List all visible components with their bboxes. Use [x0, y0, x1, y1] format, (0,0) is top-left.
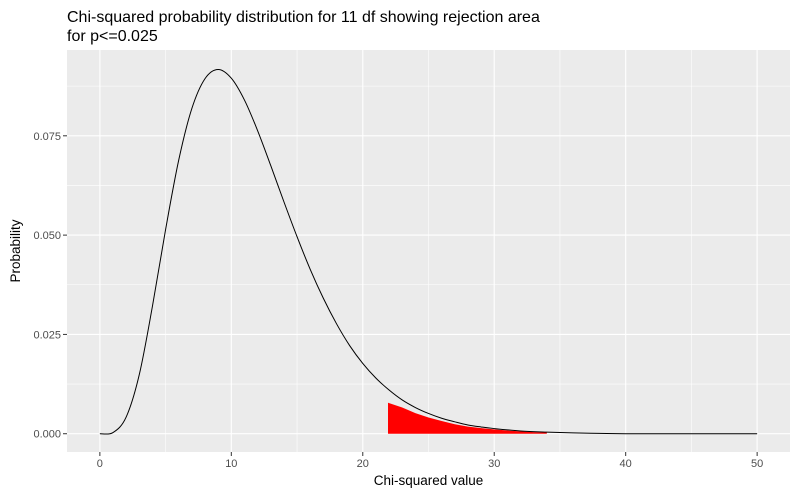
y-axis-title: Probability — [8, 219, 23, 282]
y-tick-label: 0.075 — [33, 131, 61, 143]
y-axis: 0.000 0.025 0.050 0.075 — [33, 131, 67, 441]
x-tick-label: 0 — [97, 458, 103, 470]
rejection-area-layer — [388, 402, 547, 434]
rejection-area — [388, 402, 547, 434]
y-tick-label: 0.050 — [33, 230, 61, 242]
density-curve — [99, 68, 758, 435]
x-tick-label: 20 — [357, 458, 369, 470]
x-axis: 0 10 20 30 40 50 — [97, 452, 763, 470]
minor-gridlines — [67, 50, 790, 452]
y-tick-label: 0.000 — [33, 429, 61, 441]
x-axis-title: Chi-squared value — [374, 473, 484, 488]
density-curve-layer — [99, 68, 758, 435]
chart-subtitle: for p<=0.025 — [67, 28, 158, 45]
y-tick-label: 0.025 — [33, 329, 61, 341]
x-tick-label: 50 — [751, 458, 763, 470]
x-tick-label: 10 — [225, 458, 237, 470]
chart-title: Chi-squared probability distribution for… — [67, 8, 540, 46]
chart-title-line-1: Chi-squared probability distribution for… — [67, 9, 540, 26]
x-tick-label: 30 — [488, 458, 500, 470]
x-tick-label: 40 — [620, 458, 632, 470]
